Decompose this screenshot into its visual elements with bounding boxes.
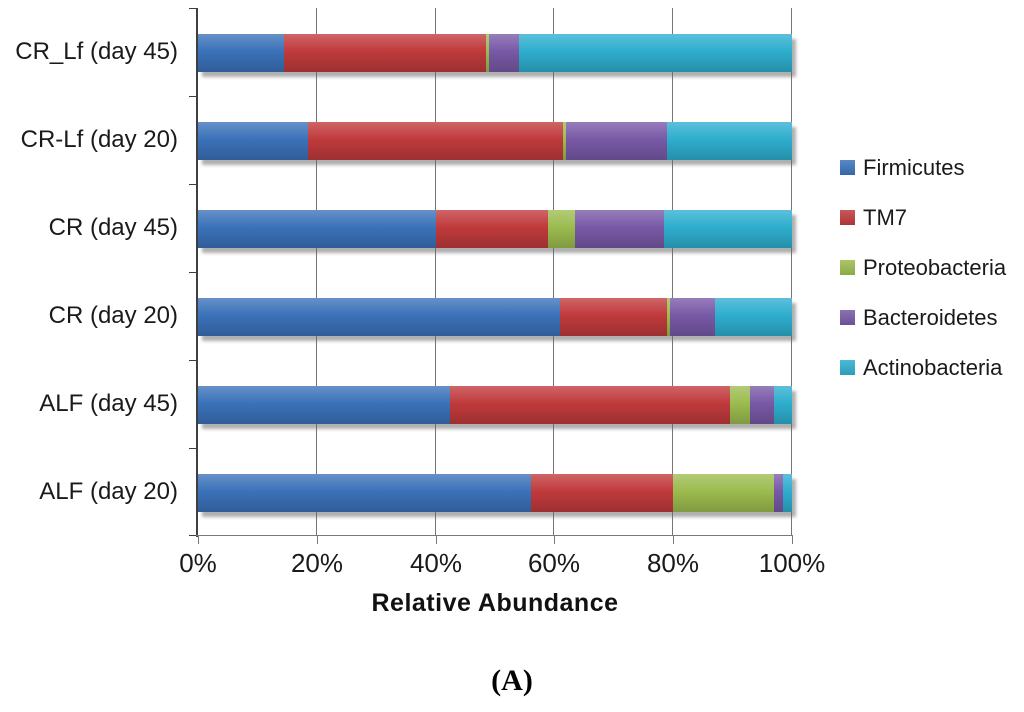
- y-axis-tick: [189, 360, 196, 361]
- segment-firmicutes: [198, 210, 436, 248]
- category-label: CR (day 45): [48, 214, 178, 241]
- segment-proteobacteria: [729, 386, 751, 424]
- segment-proteobacteria: [673, 474, 775, 512]
- segment-firmicutes: [198, 474, 531, 512]
- legend-item-actinobacteria: Actinobacteria: [840, 354, 1006, 380]
- segment-proteobacteria: [548, 210, 576, 248]
- category-label: CR-Lf (day 20): [20, 126, 178, 153]
- legend-item-firmicutes: Firmicutes: [840, 154, 1006, 180]
- segment-bacteroidetes: [575, 210, 665, 248]
- plot-area: [198, 8, 792, 536]
- segment-actinobacteria: [714, 298, 792, 336]
- segment-actinobacteria: [518, 34, 792, 72]
- y-axis-tick: [189, 448, 196, 449]
- segment-firmicutes: [198, 298, 561, 336]
- stacked-bar-2: [198, 122, 792, 160]
- segment-bacteroidetes: [489, 34, 519, 72]
- x-tick-label: 60%: [527, 548, 581, 578]
- segment-tm7: [435, 210, 549, 248]
- gridline-20: [315, 8, 317, 536]
- segment-bacteroidetes: [750, 386, 775, 424]
- segment-bacteroidetes: [566, 122, 668, 160]
- gridline-60: [553, 8, 555, 536]
- y-axis-line: [196, 8, 198, 537]
- x-axis-tick: [554, 536, 555, 544]
- segment-actinobacteria: [664, 210, 792, 248]
- segment-tm7: [560, 298, 668, 336]
- x-tick-label: 20%: [290, 548, 344, 578]
- segment-firmicutes: [198, 122, 308, 160]
- legend-swatch-icon: [840, 310, 855, 325]
- segment-tm7: [530, 474, 674, 512]
- y-axis-tick: [189, 272, 196, 273]
- legend-label: Actinobacteria: [863, 354, 1003, 380]
- stacked-bar-1: [198, 34, 792, 72]
- y-axis-tick: [189, 184, 196, 185]
- category-label: ALF (day 20): [39, 478, 178, 505]
- x-axis-tick: [198, 536, 199, 544]
- x-axis-tick: [792, 536, 793, 544]
- gridline-40: [434, 8, 436, 536]
- y-axis-tick: [189, 96, 196, 97]
- x-axis-tick: [436, 536, 437, 544]
- x-axis-tick: [317, 536, 318, 544]
- panel-caption: (A): [491, 664, 533, 697]
- category-label: ALF (day 45): [39, 390, 178, 417]
- segment-firmicutes: [198, 34, 285, 72]
- segment-bacteroidetes: [670, 298, 715, 336]
- segment-tm7: [450, 386, 730, 424]
- legend-swatch-icon: [840, 210, 855, 225]
- stacked-bar-4: [198, 298, 792, 336]
- x-tick-label: 80%: [646, 548, 700, 578]
- x-tick-label: 40%: [409, 548, 463, 578]
- segment-actinobacteria: [774, 386, 792, 424]
- legend-item-bacteroidetes: Bacteroidetes: [840, 304, 1006, 330]
- legend: Firmicutes TM7 Proteobacteria Bacteroidetes…: [840, 154, 1007, 406]
- legend-swatch-icon: [840, 260, 855, 275]
- y-axis-tick: [189, 535, 196, 536]
- x-tick-label: 100%: [758, 548, 826, 578]
- stacked-bar-5: [198, 386, 792, 424]
- segment-actinobacteria: [783, 474, 792, 512]
- stacked-bar-6: [198, 474, 792, 512]
- x-axis-tick: [673, 536, 674, 544]
- gridline-100: [791, 8, 792, 536]
- category-label: CR (day 20): [48, 302, 178, 329]
- gridline-80: [672, 8, 674, 536]
- legend-label: TM7: [863, 204, 907, 230]
- x-axis-title: Relative Abundance: [371, 589, 619, 617]
- legend-label: Firmicutes: [863, 154, 965, 180]
- legend-swatch-icon: [840, 360, 855, 375]
- legend-label: Bacteroidetes: [863, 304, 998, 330]
- category-label: CR_Lf (day 45): [15, 38, 178, 65]
- segment-proteobacteria: [667, 298, 671, 336]
- legend-item-proteobacteria: Proteobacteria: [840, 254, 1007, 280]
- segment-bacteroidetes: [774, 474, 784, 512]
- segment-actinobacteria: [667, 122, 792, 160]
- legend-swatch-icon: [840, 160, 855, 175]
- y-axis-tick: [189, 8, 196, 9]
- segment-proteobacteria: [563, 122, 567, 160]
- segment-tm7: [284, 34, 487, 72]
- legend-item-tm7: TM7: [840, 204, 1006, 230]
- segment-proteobacteria: [486, 34, 490, 72]
- x-axis-line: [191, 535, 793, 536]
- stacked-bar-3: [198, 210, 792, 248]
- legend-label: Proteobacteria: [863, 254, 1007, 280]
- segment-firmicutes: [198, 386, 451, 424]
- segment-tm7: [307, 122, 564, 160]
- x-tick-label: 0%: [179, 548, 217, 578]
